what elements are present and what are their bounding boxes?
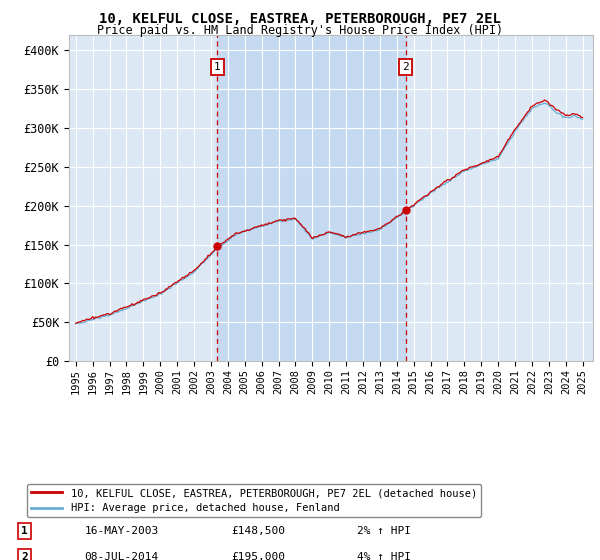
Text: £195,000: £195,000: [232, 552, 286, 560]
Text: 10, KELFUL CLOSE, EASTREA, PETERBOROUGH, PE7 2EL: 10, KELFUL CLOSE, EASTREA, PETERBOROUGH,…: [99, 12, 501, 26]
Legend: 10, KELFUL CLOSE, EASTREA, PETERBOROUGH, PE7 2EL (detached house), HPI: Average : 10, KELFUL CLOSE, EASTREA, PETERBOROUGH,…: [27, 484, 481, 517]
Text: £148,500: £148,500: [232, 526, 286, 536]
Text: 2: 2: [21, 552, 28, 560]
Text: 1: 1: [21, 526, 28, 536]
Text: Price paid vs. HM Land Registry's House Price Index (HPI): Price paid vs. HM Land Registry's House …: [97, 24, 503, 36]
Text: 16-MAY-2003: 16-MAY-2003: [85, 526, 159, 536]
Text: 08-JUL-2014: 08-JUL-2014: [85, 552, 159, 560]
Text: 2: 2: [402, 62, 409, 72]
Text: 4% ↑ HPI: 4% ↑ HPI: [357, 552, 411, 560]
Bar: [217, 35, 406, 361]
Text: 2% ↑ HPI: 2% ↑ HPI: [357, 526, 411, 536]
Text: 1: 1: [214, 62, 221, 72]
